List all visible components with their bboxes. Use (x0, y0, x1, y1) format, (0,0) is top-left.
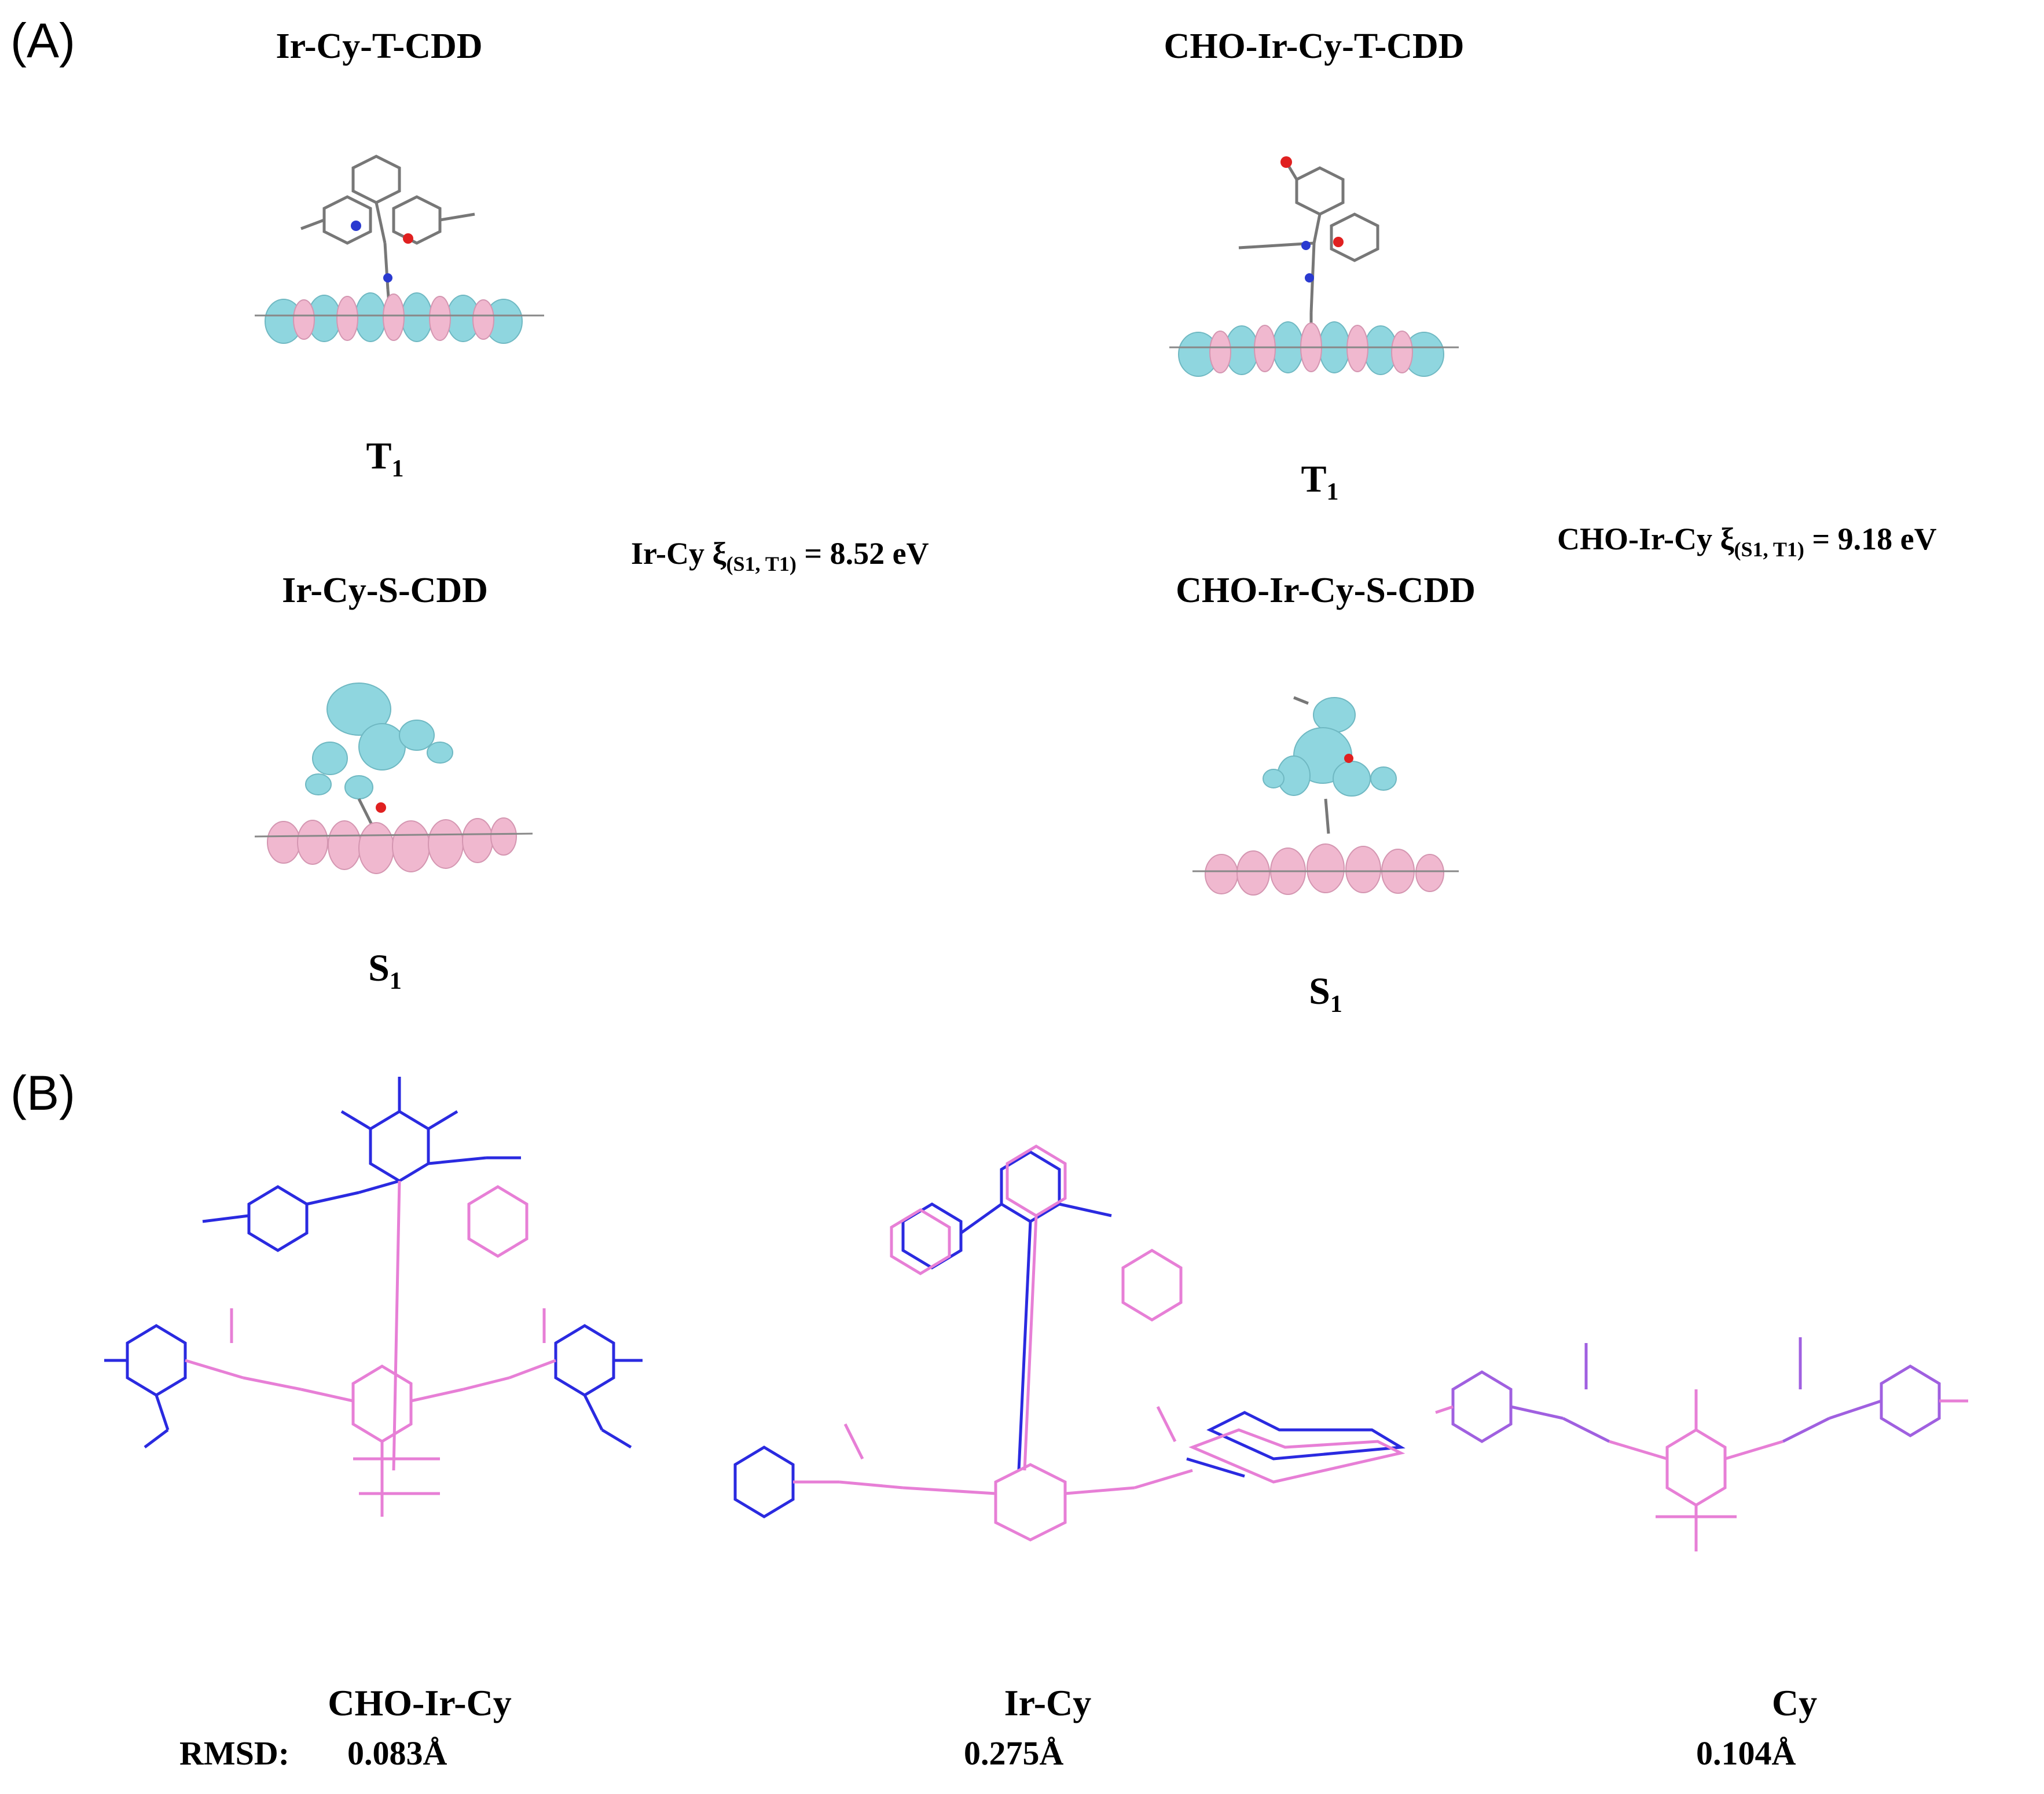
cho-ir-cy-singlet-cdd-image (1192, 696, 1459, 896)
panel-a-label: (A) (10, 13, 75, 68)
ir-cy-t-cdd-title: Ir-Cy-T-CDD (276, 27, 483, 66)
cho-ir-cy-t-cdd-title: CHO-Ir-Cy-T-CDD (1164, 27, 1465, 66)
ir-cy-singlet-state-label: S1 (368, 947, 402, 995)
rmsd-value-cho-ir-cy: 0.083Å (347, 1734, 447, 1772)
ir-cy-xi-value: Ir-Cy ξ(S1, T1) = 8.52 eV (631, 536, 929, 575)
cy-overlay-structure (1435, 1337, 1968, 1551)
cho-ir-cy-triplet-cdd-image (1169, 156, 1459, 377)
panel-b-label: (B) (10, 1066, 75, 1120)
cho-ir-cy-xi-value: CHO-Ir-Cy ξ(S1, T1) = 9.18 eV (1557, 522, 1937, 561)
rmsd-value-ir-cy: 0.275Å (964, 1734, 1064, 1772)
ir-cy-triplet-state-label: T1 (366, 435, 404, 482)
cho-ir-cy-triplet-state-label: T1 (1301, 458, 1339, 505)
cho-ir-cy-singlet-state-label: S1 (1309, 970, 1342, 1018)
ir-cy-overlay-structure (733, 1144, 1406, 1542)
ir-cy-s-cdd-title: Ir-Cy-S-CDD (282, 571, 488, 610)
cho-ir-cy-s-cdd-title: CHO-Ir-Cy-S-CDD (1176, 571, 1476, 610)
structure-name-cy: Cy (1771, 1682, 1818, 1723)
structure-name-ir-cy: Ir-Cy (1004, 1682, 1092, 1723)
rmsd-label: RMSD: (179, 1734, 290, 1772)
ir-cy-triplet-cdd-image (255, 155, 544, 344)
rmsd-value-cy: 0.104Å (1696, 1734, 1796, 1772)
ir-cy-singlet-cdd-image (254, 683, 533, 874)
structure-name-cho-ir-cy: CHO-Ir-Cy (328, 1682, 512, 1723)
cho-ir-cy-overlay-structure (104, 1077, 643, 1517)
